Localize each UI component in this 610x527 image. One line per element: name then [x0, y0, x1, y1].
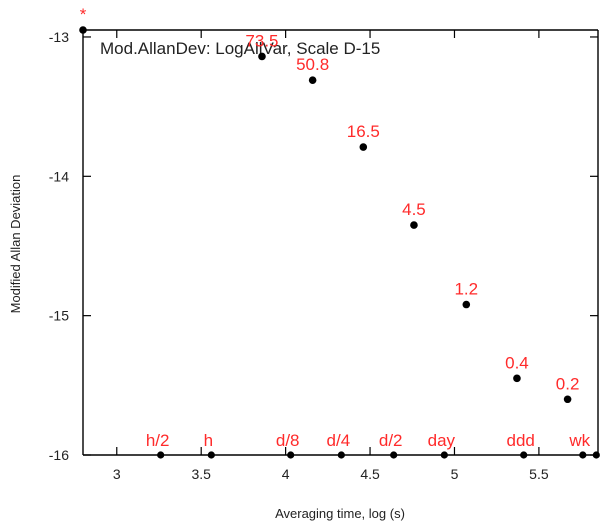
data-label: 50.8 — [296, 55, 329, 74]
time-marker-point — [207, 451, 215, 459]
time-marker-label: day — [428, 431, 456, 450]
time-marker-label: h/2 — [146, 431, 170, 450]
time-marker-point — [157, 451, 165, 459]
time-marker-label: wk — [568, 431, 590, 450]
time-marker-label: d/4 — [327, 431, 351, 450]
x-tick-label: 3.5 — [191, 466, 211, 482]
data-point — [462, 300, 471, 309]
x-tick-label: 4 — [282, 466, 290, 482]
data-labels: * 73.5 50.8 16.5 4.5 1.2 0.4 0.2 — [80, 5, 580, 393]
data-point — [258, 52, 266, 61]
y-tick-label: -15 — [49, 308, 69, 324]
time-marker-point — [390, 451, 398, 459]
data-point — [359, 143, 368, 151]
x-tick-label: 4.5 — [360, 466, 380, 482]
tick-marks — [83, 30, 598, 456]
data-point — [563, 395, 572, 404]
x-axis-label: Averaging time, log (s) — [275, 506, 405, 521]
tick-labels: 3 3.5 4 4.5 5 5.5 -13 -14 -15 -16 — [49, 29, 549, 482]
data-label: 1.2 — [454, 280, 478, 299]
y-tick-label: -16 — [49, 447, 69, 463]
time-marker-point — [592, 451, 600, 459]
data-label: 4.5 — [402, 200, 426, 219]
data-label: 73.5 — [245, 31, 278, 50]
data-point — [410, 221, 418, 229]
time-marker-point — [520, 451, 528, 459]
data-point — [79, 26, 87, 34]
time-marker-label: h — [204, 431, 213, 450]
time-marker-point — [579, 451, 587, 459]
data-label: * — [80, 5, 87, 24]
data-points — [79, 26, 572, 404]
x-tick-label: 3 — [113, 466, 121, 482]
chart-title: Mod.AllanDev: LogAllVar, Scale D-15 — [100, 39, 380, 58]
x-tick-label: 5 — [451, 466, 459, 482]
time-markers: h/2 h d/8 d/4 d/2 day ddd wk — [146, 431, 600, 459]
y-axis-label: Modified Allan Deviation — [8, 175, 23, 314]
time-marker-point — [440, 451, 448, 459]
time-marker-label: d/2 — [379, 431, 403, 450]
data-point — [308, 76, 317, 84]
axes — [82, 29, 599, 456]
time-marker-label: d/8 — [276, 431, 300, 450]
time-marker-point — [287, 451, 295, 459]
data-label: 0.2 — [556, 374, 580, 393]
data-label: 0.4 — [505, 353, 529, 372]
y-tick-label: -13 — [49, 29, 69, 45]
data-point — [513, 374, 521, 383]
time-marker-label: ddd — [507, 431, 535, 450]
x-tick-label: 5.5 — [529, 466, 549, 482]
data-label: 16.5 — [347, 122, 380, 141]
time-marker-point — [337, 451, 345, 459]
y-tick-label: -14 — [49, 168, 69, 184]
